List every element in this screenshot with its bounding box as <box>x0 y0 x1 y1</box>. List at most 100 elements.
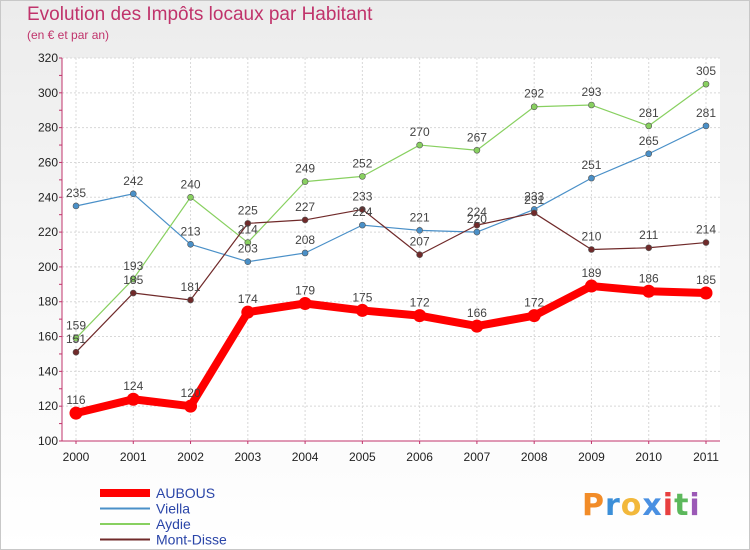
y-tick-label: 180 <box>38 295 58 309</box>
data-point-viella <box>359 221 366 229</box>
legend-label-mont-disse: Mont-Disse <box>156 532 227 548</box>
data-label-viella: 235 <box>66 186 86 200</box>
data-label-aydie: 252 <box>352 156 372 170</box>
data-point-aubous <box>298 296 312 310</box>
data-point-mont-disse <box>645 244 653 252</box>
data-label-aydie: 240 <box>181 177 201 191</box>
data-point-aubous <box>699 286 713 300</box>
y-tick-label: 200 <box>38 260 58 274</box>
logo-letter: t <box>674 488 690 523</box>
data-label-mont-disse: 231 <box>524 193 544 207</box>
data-point-viella <box>473 228 481 236</box>
data-point-viella <box>645 150 653 158</box>
data-label-viella: 265 <box>639 134 659 148</box>
y-tick-label: 140 <box>38 364 58 378</box>
data-label-aubous: 172 <box>410 296 430 310</box>
data-point-aubous <box>413 309 427 323</box>
data-point-viella <box>702 122 710 130</box>
data-label-mont-disse: 151 <box>66 332 86 346</box>
y-tick-label: 100 <box>38 434 58 448</box>
data-label-aydie: 193 <box>123 259 143 273</box>
data-label-aubous: 116 <box>66 393 85 407</box>
y-tick-label: 300 <box>38 86 58 100</box>
data-point-viella <box>72 202 80 210</box>
data-label-viella: 251 <box>581 158 601 172</box>
x-tick-label: 2004 <box>292 450 319 464</box>
x-tick-label: 2000 <box>63 450 90 464</box>
data-label-mont-disse: 214 <box>696 223 716 237</box>
data-label-mont-disse: 227 <box>295 200 315 214</box>
y-tick-label: 280 <box>38 121 58 135</box>
data-label-viella: 203 <box>238 242 258 256</box>
y-tick-label: 260 <box>38 155 58 169</box>
data-point-mont-disse <box>301 216 309 224</box>
x-tick-label: 2007 <box>464 450 491 464</box>
data-label-mont-disse: 211 <box>639 228 658 242</box>
series-line-viella <box>75 125 707 263</box>
data-label-mont-disse: 181 <box>181 280 201 294</box>
x-tick-label: 2005 <box>349 450 376 464</box>
data-label-aubous: 124 <box>123 379 143 393</box>
data-label-aydie: 281 <box>639 106 659 120</box>
legend-label-viella: Viella <box>156 501 190 517</box>
x-tick-label: 2002 <box>177 450 204 464</box>
chart-title: Evolution des Impôts locaux par Habitant <box>27 4 373 25</box>
data-point-mont-disse <box>359 206 366 213</box>
data-label-aydie: 214 <box>238 223 258 237</box>
data-point-aubous <box>527 309 541 323</box>
data-point-aydie <box>588 101 595 109</box>
data-label-viella: 224 <box>352 205 372 219</box>
data-point-mont-disse <box>530 209 538 217</box>
logo-letter: i <box>689 488 701 523</box>
data-point-viella <box>129 190 137 198</box>
chart-subtitle: (en € et par an) <box>27 28 110 42</box>
data-point-aubous <box>584 279 598 293</box>
data-point-aubous <box>470 319 484 333</box>
data-point-aydie <box>187 193 194 201</box>
data-point-aubous <box>69 406 83 420</box>
data-label-viella: 281 <box>696 106 716 120</box>
logo-letter: P <box>582 488 605 523</box>
data-point-aydie <box>301 178 309 185</box>
data-point-mont-disse <box>588 246 595 253</box>
data-label-mont-disse: 207 <box>410 235 430 249</box>
series-line-aubous <box>75 282 707 418</box>
data-label-aubous: 185 <box>696 273 716 287</box>
y-tick-label: 120 <box>38 399 58 413</box>
data-label-aydie: 293 <box>581 85 601 99</box>
data-point-viella <box>301 249 309 257</box>
proxiti-logo: Proxiti <box>582 488 701 523</box>
data-point-aydie <box>530 103 538 111</box>
y-tick-label: 220 <box>38 225 58 239</box>
data-label-aubous: 172 <box>524 296 544 310</box>
data-point-mont-disse <box>187 296 194 304</box>
data-point-aubous <box>126 392 140 406</box>
logo-letter: i <box>662 488 675 523</box>
y-tick-label: 240 <box>38 190 58 204</box>
data-point-aubous <box>642 284 656 298</box>
data-label-aubous: 174 <box>238 292 258 306</box>
x-tick-label: 2006 <box>406 450 433 464</box>
data-label-aydie: 305 <box>696 64 716 78</box>
data-label-mont-disse: 225 <box>238 203 258 217</box>
data-point-aydie <box>359 173 366 180</box>
data-label-aubous: 179 <box>295 283 315 297</box>
legend-label-aubous: AUBOUS <box>156 485 215 501</box>
data-label-viella: 220 <box>467 212 487 226</box>
data-label-aubous: 120 <box>181 386 201 400</box>
data-label-mont-disse: 185 <box>123 273 143 287</box>
data-label-aydie: 292 <box>524 87 544 101</box>
data-point-viella <box>244 258 252 265</box>
logo-letter: o <box>620 488 643 523</box>
data-point-mont-disse <box>72 348 80 356</box>
x-tick-label: 2003 <box>234 450 261 464</box>
data-point-mont-disse <box>416 251 423 259</box>
data-label-aubous: 175 <box>352 290 372 304</box>
data-label-aydie: 270 <box>410 125 430 139</box>
data-label-aydie: 159 <box>66 318 86 332</box>
x-tick-label: 2001 <box>120 450 147 464</box>
data-label-aubous: 166 <box>467 306 487 320</box>
data-point-aydie <box>72 334 80 342</box>
data-label-viella: 233 <box>524 189 544 203</box>
